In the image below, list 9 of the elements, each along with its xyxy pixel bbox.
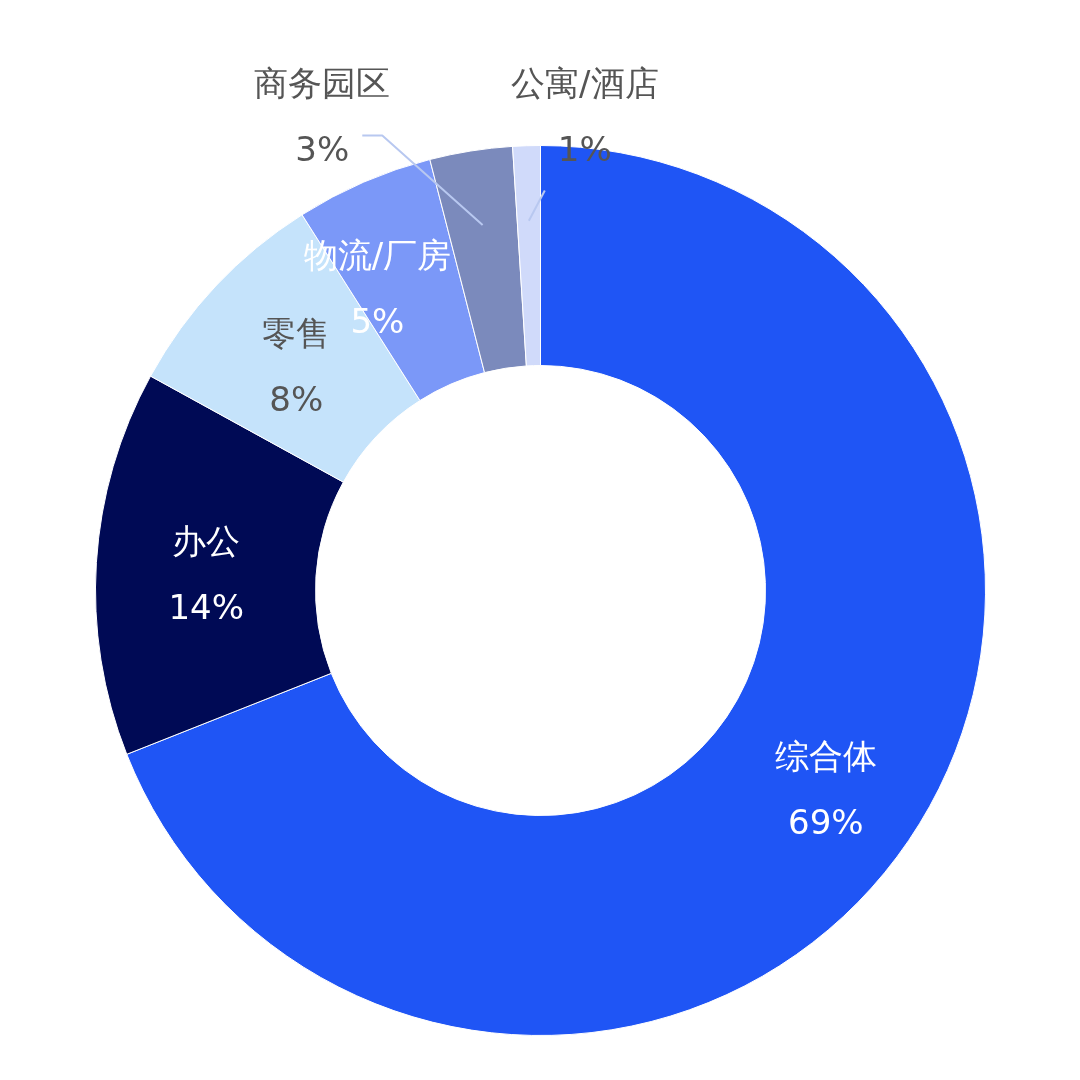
slice-label: 办公	[172, 521, 241, 562]
slice-label: 商务园区	[254, 62, 391, 103]
data-label: 69%	[788, 802, 864, 843]
data-label: 14%	[168, 587, 244, 628]
slice-label: 公寓/酒店	[511, 62, 659, 103]
slice-label: 综合体	[774, 736, 877, 777]
data-label: 8%	[269, 379, 324, 420]
slice-label: 零售	[262, 313, 331, 354]
data-label: 3%	[295, 128, 350, 169]
